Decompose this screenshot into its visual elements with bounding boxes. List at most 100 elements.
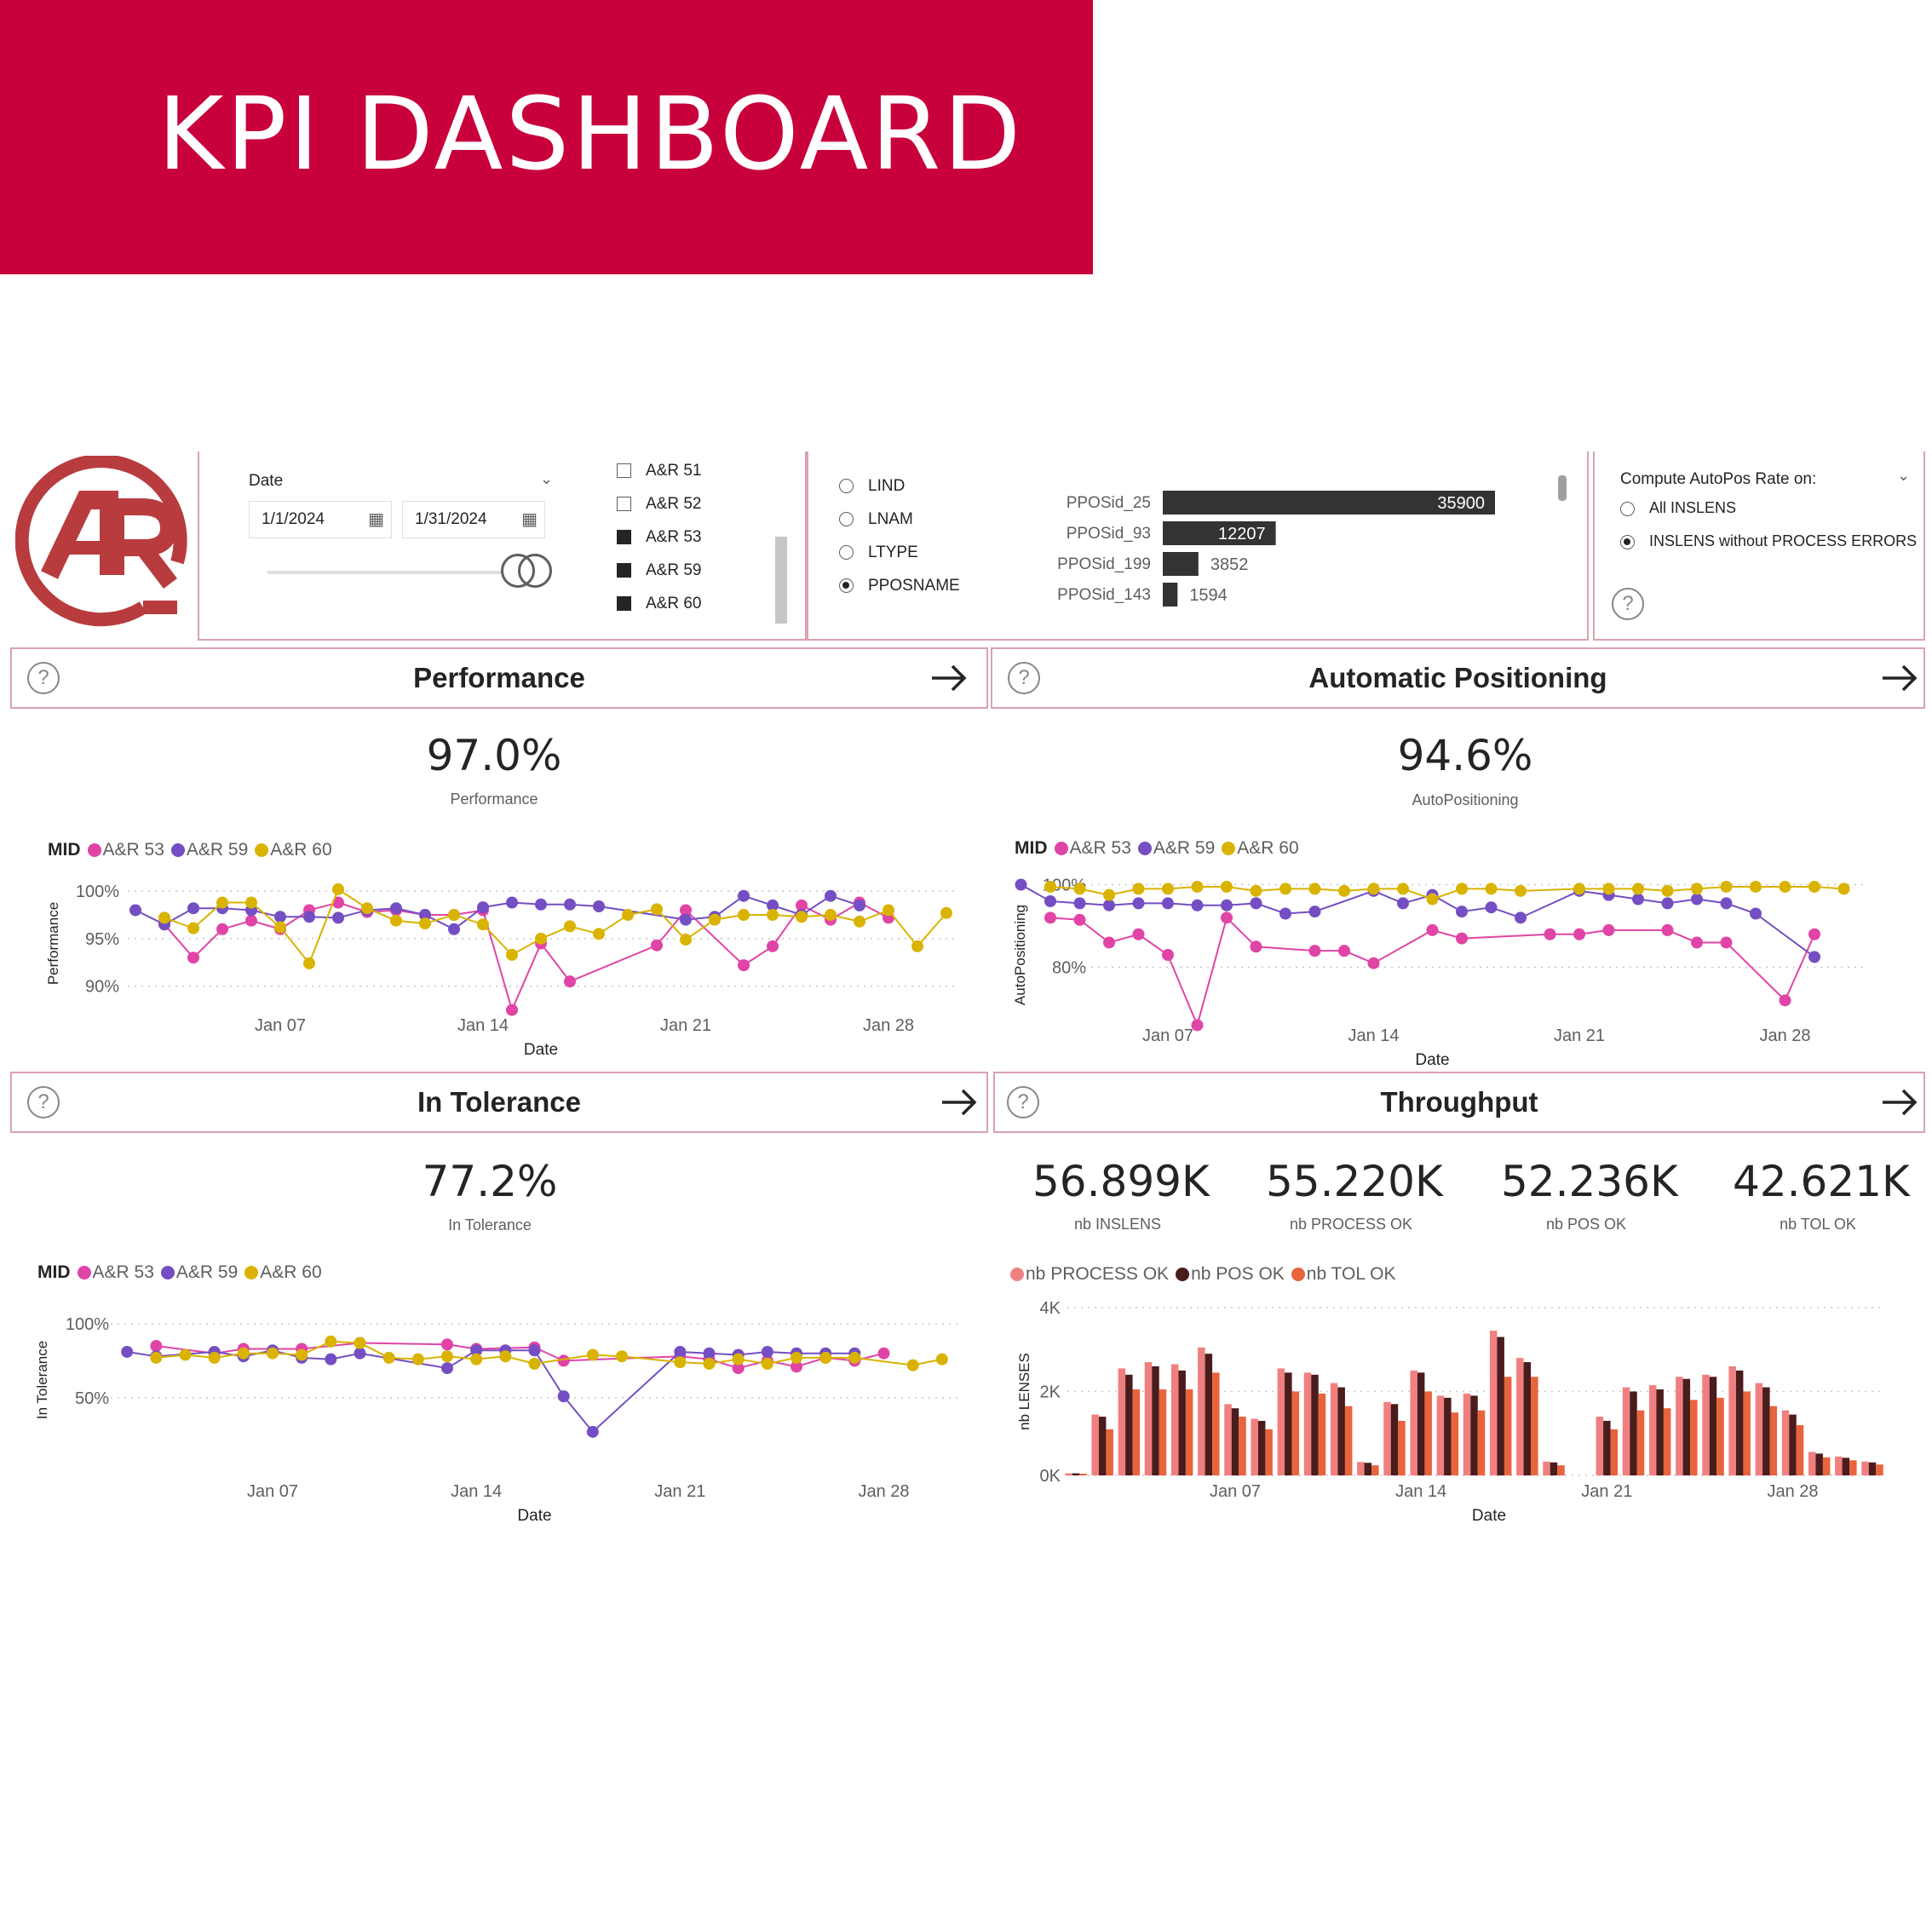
data-point[interactable] (274, 911, 286, 923)
autopos-option[interactable]: All INSLENS (1620, 499, 1736, 517)
data-point[interactable] (448, 909, 460, 922)
machine-item[interactable]: A&R 60 (617, 595, 701, 613)
data-point[interactable] (1456, 932, 1468, 945)
throughput-bar[interactable] (1463, 1393, 1471, 1475)
throughput-bar[interactable] (1098, 1417, 1107, 1475)
throughput-bar[interactable] (1808, 1452, 1816, 1475)
data-point[interactable] (535, 932, 547, 945)
data-point[interactable] (448, 923, 460, 935)
data-point[interactable] (1750, 907, 1762, 920)
data-point[interactable] (680, 934, 692, 946)
data-point[interactable] (586, 1425, 599, 1438)
data-point[interactable] (1632, 893, 1644, 906)
throughput-bar[interactable] (1755, 1383, 1763, 1475)
data-point[interactable] (267, 1347, 279, 1360)
throughput-bar[interactable] (1303, 1372, 1312, 1475)
data-point[interactable] (1044, 880, 1056, 893)
radio-icon[interactable] (1620, 534, 1635, 549)
data-point[interactable] (1279, 883, 1291, 895)
checkbox-icon[interactable] (617, 497, 631, 512)
throughput-bar[interactable] (1690, 1400, 1698, 1475)
data-point[interactable] (1191, 880, 1204, 893)
data-point[interactable] (1837, 883, 1850, 895)
data-point[interactable] (791, 1351, 802, 1364)
machine-item[interactable]: A&R 59 (617, 561, 701, 580)
throughput-bar[interactable] (1523, 1362, 1532, 1475)
chevron-down-icon[interactable]: ⌄ (540, 470, 554, 487)
help-icon[interactable]: ? (1612, 588, 1644, 620)
data-point[interactable] (1367, 957, 1380, 969)
throughput-bar[interactable] (1489, 1331, 1498, 1475)
data-point[interactable] (470, 1353, 483, 1366)
data-point[interactable] (1221, 911, 1233, 924)
data-point[interactable] (325, 1335, 337, 1348)
data-point[interactable] (1750, 880, 1762, 893)
data-point[interactable] (1632, 883, 1644, 895)
data-point[interactable] (1602, 883, 1615, 895)
data-point[interactable] (738, 909, 750, 922)
data-point[interactable] (1162, 949, 1174, 961)
throughput-bar[interactable] (1371, 1465, 1379, 1475)
checkbox-icon[interactable] (617, 463, 631, 479)
data-point[interactable] (767, 899, 779, 911)
throughput-bar[interactable] (1702, 1374, 1710, 1475)
throughput-bar[interactable] (1144, 1362, 1153, 1475)
throughput-bar[interactable] (1603, 1420, 1611, 1475)
data-point[interactable] (940, 906, 952, 919)
data-point[interactable] (1250, 897, 1262, 910)
data-point[interactable] (564, 920, 576, 933)
data-point[interactable] (877, 1347, 890, 1360)
help-icon[interactable]: ? (27, 1086, 60, 1118)
throughput-bar[interactable] (1132, 1389, 1141, 1475)
ppos-bar[interactable] (1163, 583, 1178, 607)
legend-item-label[interactable]: A&R 53 (1069, 838, 1131, 858)
data-point[interactable] (1338, 945, 1350, 957)
data-point[interactable] (1779, 880, 1791, 893)
data-point[interactable] (1456, 906, 1468, 918)
data-point[interactable] (564, 898, 576, 911)
arrow-right-icon[interactable] (939, 1082, 980, 1123)
throughput-bar[interactable] (1876, 1464, 1883, 1475)
legend-item-label[interactable]: A&R 53 (102, 840, 164, 860)
data-point[interactable] (332, 883, 344, 895)
legend-item-label[interactable]: A&R 60 (260, 1262, 322, 1282)
data-point[interactable] (1426, 923, 1439, 936)
data-point[interactable] (1103, 899, 1115, 911)
help-icon[interactable]: ? (1008, 662, 1040, 694)
data-point[interactable] (150, 1351, 163, 1364)
ppos-bar[interactable] (1163, 491, 1495, 515)
legend-item-label[interactable]: A&R 59 (175, 1262, 239, 1282)
data-point[interactable] (1515, 911, 1527, 924)
throughput-bar[interactable] (1516, 1358, 1524, 1475)
data-point[interactable] (1367, 883, 1380, 895)
data-point[interactable] (296, 1348, 308, 1361)
throughput-bar[interactable] (1212, 1372, 1220, 1475)
data-point[interactable] (382, 1351, 395, 1364)
data-point[interactable] (411, 1353, 424, 1366)
groupby-option[interactable]: LIND (839, 477, 905, 496)
data-point[interactable] (796, 899, 808, 911)
data-point[interactable] (361, 902, 373, 915)
data-point[interactable] (825, 909, 837, 922)
data-point[interactable] (883, 904, 894, 917)
ppos-bar[interactable] (1163, 521, 1276, 545)
throughput-bar[interactable] (1622, 1387, 1630, 1475)
throughput-bar[interactable] (1762, 1387, 1770, 1475)
legend-item-label[interactable]: A&R 53 (92, 1262, 154, 1282)
data-point[interactable] (1308, 945, 1321, 957)
end-date-input[interactable]: 1/31/2024 ▦ (402, 501, 545, 538)
throughput-bar[interactable] (1610, 1429, 1619, 1475)
data-point[interactable] (586, 1348, 599, 1361)
data-point[interactable] (1191, 1019, 1204, 1032)
data-point[interactable] (506, 896, 518, 909)
data-point[interactable] (303, 911, 315, 923)
throughput-bar[interactable] (1444, 1397, 1452, 1475)
data-point[interactable] (911, 940, 923, 952)
data-point[interactable] (651, 939, 663, 952)
data-point[interactable] (593, 900, 605, 912)
throughput-bar[interactable] (1178, 1370, 1186, 1475)
throughput-bar[interactable] (1170, 1364, 1179, 1475)
data-point[interactable] (1661, 923, 1674, 936)
data-point[interactable] (906, 1359, 919, 1371)
throughput-bar[interactable] (1118, 1368, 1126, 1475)
